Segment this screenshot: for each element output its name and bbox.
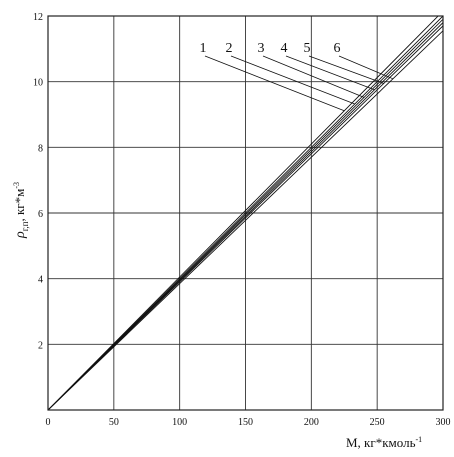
series-line-6: [48, 30, 443, 410]
y-axis-label-subscript: г,п: [20, 221, 30, 231]
x-tick-label: 300: [436, 417, 451, 428]
x-tick-labels: 0 50 100 150 200 250 300: [46, 417, 451, 428]
leader-line-5: [308, 55, 384, 84]
leader-line-4: [285, 55, 375, 91]
x-tick-label: 50: [109, 417, 119, 428]
x-tick-label: 250: [370, 417, 385, 428]
y-tick-label: 12: [33, 12, 43, 23]
curve-label-4: 4: [281, 41, 288, 56]
curve-label-6: 6: [334, 41, 341, 56]
x-axis-label-superscript: -1: [416, 435, 423, 444]
x-tick-label: 200: [304, 417, 319, 428]
curve-labels: 1 2 3 4 5 6: [200, 41, 341, 56]
leader-line-6: [338, 55, 394, 80]
x-axis-label: M, кг*кмоль-1: [346, 435, 422, 450]
leader-line-3: [262, 55, 365, 98]
x-axis-label-text: M, кг*кмоль: [346, 435, 416, 450]
curve-label-3: 3: [258, 41, 265, 56]
y-axis-label-superscript: -3: [12, 182, 21, 189]
plot-frame: [47, 15, 444, 411]
leader-line-1: [204, 55, 345, 112]
y-tick-labels: 2 4 6 8 10 12: [33, 12, 43, 351]
curve-label-1: 1: [200, 41, 207, 56]
series-line-5: [48, 25, 443, 410]
curve-label-2: 2: [226, 41, 233, 56]
curve-label-5: 5: [304, 41, 311, 56]
y-axis-label: ρг,п, кг*м-3: [12, 182, 30, 239]
y-axis-label-unit: , кг*м: [12, 189, 27, 222]
x-tick-label: 100: [172, 417, 187, 428]
series-line-1: [48, 16, 439, 410]
y-tick-label: 6: [38, 209, 43, 220]
leader-line-2: [230, 55, 355, 105]
y-tick-label: 4: [38, 275, 43, 286]
curve-label-leaders: [204, 55, 394, 112]
x-tick-label: 0: [46, 417, 51, 428]
y-tick-label: 2: [38, 340, 43, 351]
y-axis-label-symbol: ρ: [13, 231, 28, 239]
y-tick-label: 8: [38, 143, 43, 154]
x-tick-label: 150: [238, 417, 253, 428]
y-tick-label: 10: [33, 78, 43, 89]
series-lines: [48, 16, 443, 410]
